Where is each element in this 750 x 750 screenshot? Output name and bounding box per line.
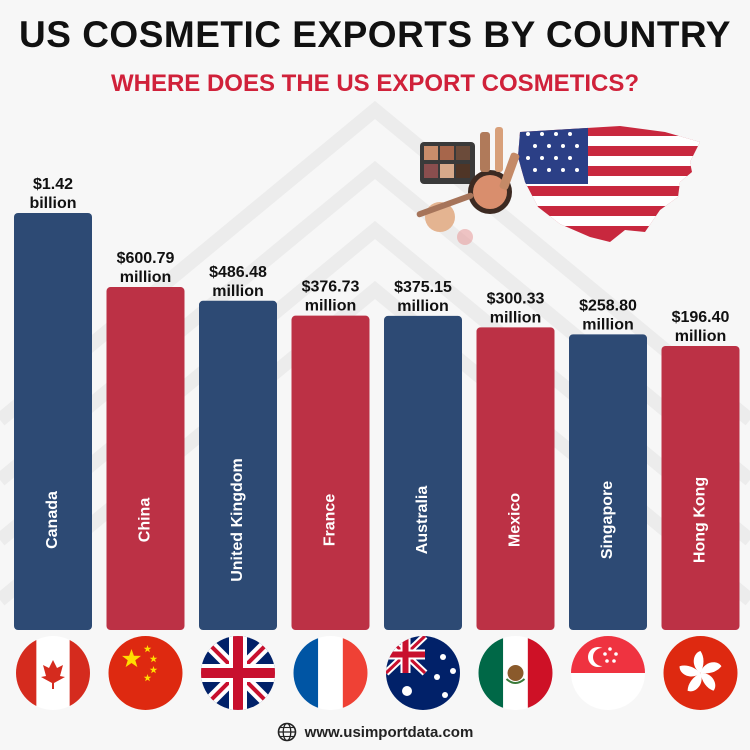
- category-label: Singapore: [599, 481, 616, 559]
- uk-flag-icon: [201, 636, 275, 710]
- bar-china: [106, 287, 185, 630]
- us-flag-map-icon: [518, 126, 700, 242]
- france-flag-icon: [293, 636, 368, 710]
- australia-flag-icon: [386, 636, 460, 710]
- data-label: $486.48: [209, 264, 267, 281]
- category-label: Australia: [414, 486, 431, 555]
- makeup-and-us-map-illustration: [416, 126, 700, 245]
- data-label: million: [675, 328, 727, 345]
- globe-icon: [277, 722, 296, 742]
- china-flag-icon: [108, 636, 183, 710]
- bar-canada: [14, 213, 92, 630]
- data-label: $376.73: [302, 279, 360, 296]
- bar-united-kingdom: [199, 300, 277, 630]
- chart-subtitle: WHERE DOES THE US EXPORT COSMETICS?: [110, 70, 640, 97]
- data-label: million: [212, 283, 264, 300]
- footer-website[interactable]: www.usimportdata.com: [304, 723, 474, 741]
- hong-kong-flag-icon: [663, 636, 738, 710]
- data-label: million: [582, 316, 634, 333]
- category-label: United Kingdom: [229, 458, 246, 582]
- data-label: million: [305, 298, 357, 315]
- footer: www.usimportdata.com: [0, 722, 750, 742]
- category-label: France: [322, 494, 339, 547]
- bar-france: [291, 315, 370, 630]
- makeup-palette-icon: [416, 127, 520, 245]
- data-label: $600.79: [117, 250, 175, 267]
- singapore-flag-icon: [571, 636, 645, 710]
- chart-title: US COSMETIC EXPORTS BY COUNTRY: [19, 14, 731, 55]
- category-label: China: [137, 498, 154, 543]
- bar-mexico: [476, 327, 555, 630]
- bar-hong-kong: [661, 346, 740, 630]
- category-label: Hong Kong: [692, 477, 709, 563]
- data-label: $258.80: [579, 297, 637, 314]
- data-label: billion: [29, 195, 76, 212]
- data-label: $196.40: [672, 309, 730, 326]
- data-label: million: [397, 298, 449, 315]
- mexico-flag-icon: [478, 636, 553, 710]
- data-label: $375.15: [394, 279, 452, 296]
- bar-singapore: [569, 334, 647, 630]
- bar-australia: [384, 315, 462, 630]
- category-label: Canada: [44, 491, 61, 549]
- data-label: million: [490, 309, 542, 326]
- canada-flag-icon: [16, 636, 90, 710]
- data-label: million: [120, 269, 172, 286]
- data-label: $300.33: [487, 290, 545, 307]
- category-label: Mexico: [507, 493, 524, 547]
- data-label: $1.42: [33, 176, 73, 193]
